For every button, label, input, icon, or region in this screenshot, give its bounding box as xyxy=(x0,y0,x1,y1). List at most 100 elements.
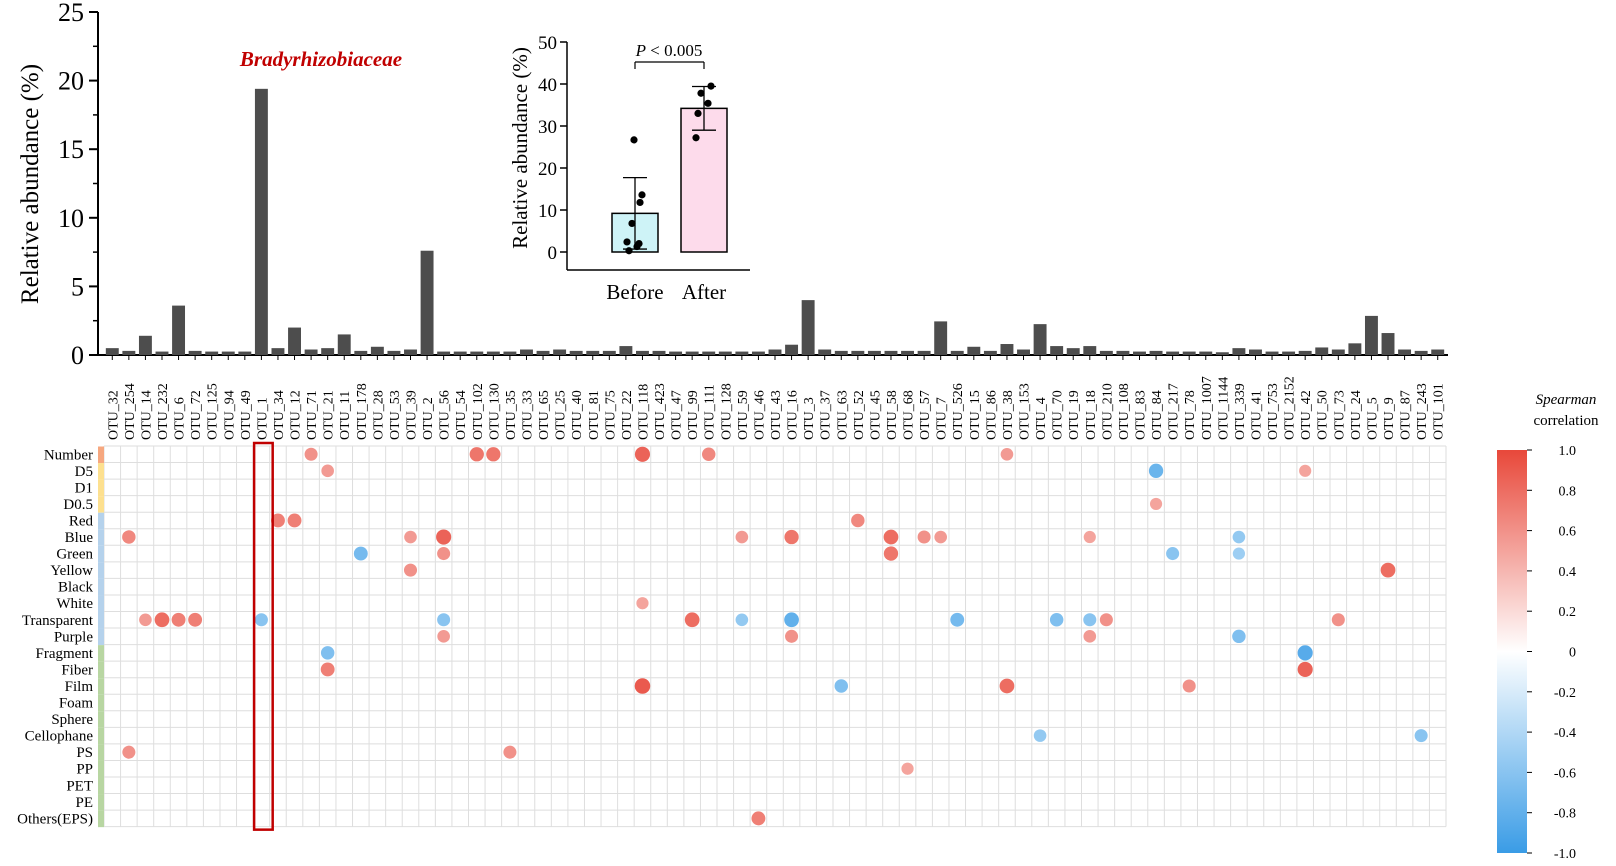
corr-dot-number-otu-111 xyxy=(701,447,716,462)
x-tick-label-otu-78: OTU_78 xyxy=(1183,390,1198,440)
corr-dot-transparent-otu-1 xyxy=(254,613,268,627)
inset-y-tick-label: 30 xyxy=(538,117,557,138)
row-label-foam: Foam xyxy=(59,696,94,712)
colorbar-tick-label: -0.8 xyxy=(1554,807,1576,822)
row-label-green: Green xyxy=(56,547,93,563)
x-tick-label-otu-47: OTU_47 xyxy=(670,390,685,440)
x-tick-label-otu-423: OTU_423 xyxy=(653,383,668,440)
bar-otu-21 xyxy=(321,348,335,355)
inset-data-point xyxy=(625,247,633,255)
x-tick-label-otu-3: OTU_3 xyxy=(802,397,817,440)
corr-dot-transparent-otu-73 xyxy=(1331,613,1345,627)
x-tick-label-otu-38: OTU_38 xyxy=(1001,390,1016,440)
row-label-fragment: Fragment xyxy=(36,646,94,662)
colorbar-tick-label: 0.8 xyxy=(1559,484,1577,499)
x-tick-label-otu-70: OTU_70 xyxy=(1051,390,1066,440)
row-label-sphere: Sphere xyxy=(51,712,93,728)
bar-otu-84 xyxy=(1149,350,1163,355)
inset-y-tick-label: 20 xyxy=(538,159,557,180)
inset-data-point xyxy=(707,82,715,90)
p-value-p: P xyxy=(635,41,646,60)
row-label-pe: PE xyxy=(75,795,93,811)
x-tick-label-otu-18: OTU_18 xyxy=(1084,390,1099,440)
bar-otu-178 xyxy=(354,350,368,355)
inset-y-tick-label: 0 xyxy=(548,243,558,264)
main-y-tick-label: 10 xyxy=(58,204,84,233)
x-tick-label-otu-49: OTU_49 xyxy=(239,390,254,440)
corr-dot-fragment-otu-21 xyxy=(320,646,335,660)
x-tick-label-otu-46: OTU_46 xyxy=(752,390,767,440)
x-tick-label-otu-87: OTU_87 xyxy=(1399,390,1414,440)
x-tick-label-otu-28: OTU_28 xyxy=(371,390,386,440)
x-tick-label-otu-108: OTU_108 xyxy=(1117,383,1132,440)
corr-dot-ps-otu-254 xyxy=(122,745,136,759)
x-tick-label-otu-32: OTU_32 xyxy=(106,390,121,440)
corr-dot-transparent-otu-232 xyxy=(154,612,170,628)
corr-dot-fiber-otu-42 xyxy=(1297,661,1313,677)
colorbar-tick-label: -0.6 xyxy=(1554,766,1576,781)
inset-data-point xyxy=(628,219,636,228)
bar-otu-339 xyxy=(1232,348,1246,355)
x-tick-label-otu-65: OTU_65 xyxy=(537,390,552,440)
bar-otu-41 xyxy=(1249,349,1262,355)
bar-otu-49 xyxy=(238,351,252,355)
bar-otu-40 xyxy=(569,350,583,355)
bar-otu-243 xyxy=(1414,350,1428,355)
corr-dot-blue-otu-59 xyxy=(735,530,749,544)
x-tick-label-otu-232: OTU_232 xyxy=(156,383,171,440)
corr-dot-film-otu-63 xyxy=(834,679,849,693)
bar-otu-12 xyxy=(288,327,301,355)
x-tick-label-otu-43: OTU_43 xyxy=(769,390,784,440)
bar-otu-16 xyxy=(785,344,799,355)
x-tick-label-otu-2152: OTU_2152 xyxy=(1283,376,1298,440)
bar-otu-2152 xyxy=(1282,351,1296,355)
corr-dot-d5-otu-84 xyxy=(1148,463,1164,478)
main-y-axis-title: Relative abundance (%) xyxy=(17,64,44,304)
inset-y-tick-label: 40 xyxy=(538,75,557,96)
corr-dot-transparent-otu-210 xyxy=(1099,613,1113,627)
corr-dot-transparent-otu-16 xyxy=(784,612,799,628)
corr-dot-film-otu-38 xyxy=(999,678,1015,694)
corr-dot-film-otu-118 xyxy=(634,678,651,694)
x-tick-label-otu-41: OTU_41 xyxy=(1249,390,1264,440)
row-group-bar-number xyxy=(98,446,104,464)
colorbar-gradient-bar xyxy=(1497,450,1527,853)
bar-otu-1144 xyxy=(1215,352,1229,355)
colorbar-tick-label: 1.0 xyxy=(1559,444,1577,459)
row-group-bar-fiber xyxy=(98,661,104,679)
bar-otu-210 xyxy=(1099,350,1113,355)
inset-data-point xyxy=(694,109,702,117)
bar-otu-753 xyxy=(1265,351,1279,355)
row-group-bar-pe xyxy=(98,794,104,811)
inset-x-label-after: After xyxy=(682,280,726,304)
corr-dot-blue-otu-254 xyxy=(122,530,136,544)
bar-otu-39 xyxy=(404,349,417,355)
inset-data-point xyxy=(692,134,700,142)
corr-dot-red-otu-52 xyxy=(851,513,865,528)
bar-otu-57 xyxy=(917,350,931,355)
row-label-purple: Purple xyxy=(54,629,94,645)
row-group-bar-cellophane xyxy=(98,727,104,745)
row-label-d0-5: D0.5 xyxy=(63,497,93,513)
row-label-yellow: Yellow xyxy=(50,563,93,579)
main-y-tick-label: 15 xyxy=(58,135,84,164)
bar-otu-63 xyxy=(834,350,848,355)
bar-otu-45 xyxy=(867,350,881,355)
corr-dot-blue-otu-339 xyxy=(1232,530,1246,544)
x-tick-label-otu-6: OTU_6 xyxy=(173,397,188,440)
row-group-bar-d0-5 xyxy=(98,496,104,513)
bar-otu-34 xyxy=(271,348,285,355)
bar-otu-53 xyxy=(387,350,401,355)
bar-otu-52 xyxy=(851,350,865,355)
corr-dot-purple-otu-339 xyxy=(1232,629,1246,644)
bar-otu-118 xyxy=(635,350,649,355)
corr-dot-number-otu-71 xyxy=(304,447,318,461)
colorbar-subtitle: correlation xyxy=(1534,413,1599,429)
row-label-black: Black xyxy=(58,580,93,596)
row-group-bar-d1 xyxy=(98,479,104,497)
colorbar-title: Spearman xyxy=(1536,392,1597,408)
corr-dot-blue-otu-39 xyxy=(404,530,417,544)
bar-otu-68 xyxy=(901,350,915,355)
bar-otu-128 xyxy=(718,351,732,355)
x-tick-label-otu-21: OTU_21 xyxy=(322,390,337,440)
